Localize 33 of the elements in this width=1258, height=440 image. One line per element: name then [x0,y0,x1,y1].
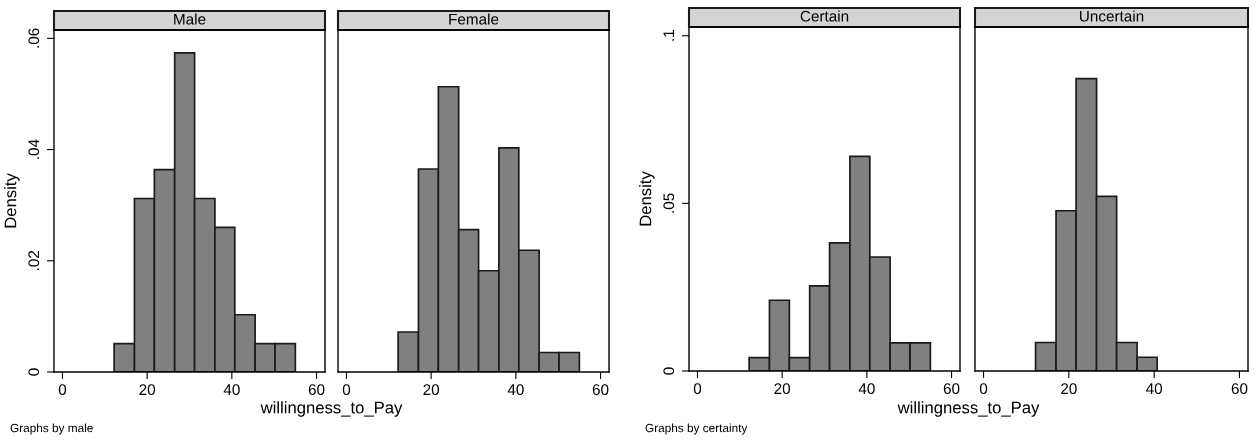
x-tick-label: 40 [223,384,240,396]
x-tick-label: 40 [1146,383,1163,395]
x-tick-label: 20 [1061,383,1077,395]
x-tick-label: 0 [979,383,988,395]
x-tick-label: 20 [423,384,440,396]
y-tick-label: .04 [28,139,40,159]
x-tick-label: 60 [592,384,609,396]
y-axis-title: Density [4,173,20,228]
x-tick-label: 60 [308,384,325,396]
y-tick-label: 0 [663,367,675,375]
y-tick-label: .05 [663,193,675,213]
x-axis-title: willingness_to_Pay [260,401,403,417]
chart-title: Female [449,13,499,25]
x-tick-label: 60 [1231,383,1248,395]
text: Graphs by male [10,423,93,435]
text: Graphs by certainty [645,423,748,435]
x-tick-label: 40 [507,384,524,396]
x-tick-label: 0 [342,384,351,396]
x-tick-label: 0 [693,383,702,395]
x-axis-title: willingness_to_Pay [897,401,1040,417]
y-tick-label: .1 [663,30,675,41]
y-tick-label: .02 [28,250,40,270]
x-tick-label: 40 [858,383,875,395]
x-tick-label: 20 [139,384,156,396]
chart-title: Certain [800,10,849,22]
y-tick-label: .06 [28,28,40,48]
chart-title: Male [174,13,206,25]
chart-title: Uncertain [1079,10,1144,22]
x-tick-label: 60 [943,383,960,395]
y-axis-title: Density [639,171,655,226]
x-tick-label: 20 [774,383,791,395]
x-tick-label: 0 [58,384,67,396]
y-tick-label: 0 [28,368,40,376]
